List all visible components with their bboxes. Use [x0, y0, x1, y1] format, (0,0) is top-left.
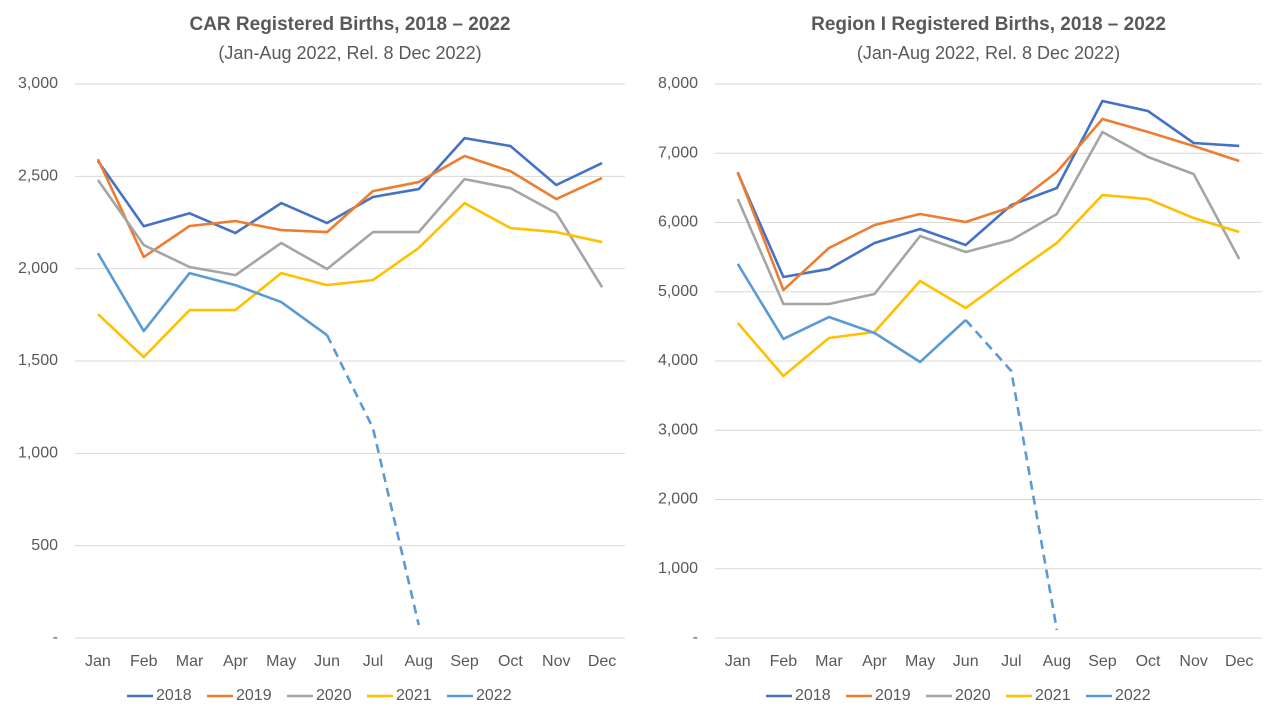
- legend-label: 2018: [156, 687, 192, 704]
- x-tick-label: Oct: [498, 653, 523, 670]
- x-tick-label: Jun: [314, 653, 340, 670]
- x-tick-label: Jul: [1001, 653, 1021, 670]
- legend-label: 2019: [236, 687, 272, 704]
- x-tick-label: Nov: [1179, 653, 1207, 670]
- series-line: [736, 130, 1241, 306]
- y-tick-label: -: [693, 629, 698, 646]
- legend-label: 2022: [476, 687, 512, 704]
- y-tick-label: 2,500: [18, 168, 58, 185]
- y-tick-label: 4,000: [658, 352, 698, 369]
- series-line: [736, 99, 1240, 279]
- series-line: [97, 201, 603, 359]
- y-tick-label: 1,000: [18, 445, 58, 462]
- series-line: [964, 319, 1059, 631]
- y-tick-label: 3,000: [18, 75, 58, 92]
- y-tick-label: 2,000: [18, 260, 58, 277]
- y-tick-label: 1,000: [658, 560, 698, 577]
- x-tick-label: May: [266, 653, 296, 670]
- x-tick-label: Dec: [1225, 653, 1253, 670]
- series-line: [96, 177, 604, 288]
- series-line: [736, 263, 967, 364]
- x-tick-label: Apr: [862, 653, 888, 670]
- legend-label: 2020: [955, 687, 991, 704]
- legend-label: 2021: [396, 687, 432, 704]
- y-tick-label: -: [53, 629, 58, 646]
- x-tick-label: Feb: [770, 653, 798, 670]
- x-tick-label: Oct: [1136, 653, 1161, 670]
- x-tick-label: May: [905, 653, 935, 670]
- x-tick-label: Jun: [953, 653, 979, 670]
- y-tick-label: 8,000: [658, 75, 698, 92]
- chart-subtitle: (Jan-Aug 2022, Rel. 8 Dec 2022): [857, 43, 1120, 63]
- x-tick-label: Nov: [542, 653, 570, 670]
- x-tick-label: Aug: [405, 653, 433, 670]
- legend-label: 2019: [875, 687, 911, 704]
- chart-title: CAR Registered Births, 2018 – 2022: [189, 14, 510, 35]
- y-tick-label: 3,000: [658, 421, 698, 438]
- x-tick-label: Mar: [815, 653, 843, 670]
- legend-label: 2022: [1115, 687, 1151, 704]
- x-tick-label: Dec: [588, 653, 616, 670]
- x-tick-label: Sep: [1088, 653, 1117, 670]
- x-tick-label: Sep: [450, 653, 479, 670]
- series-line: [96, 154, 603, 259]
- x-tick-label: Jan: [85, 653, 111, 670]
- series-line: [736, 117, 1240, 292]
- legend-label: 2020: [316, 687, 352, 704]
- chart-title: Region I Registered Births, 2018 – 2022: [811, 14, 1166, 35]
- series-line: [736, 193, 1240, 378]
- y-tick-label: 7,000: [658, 144, 698, 161]
- x-tick-label: Jul: [363, 653, 383, 670]
- y-tick-label: 500: [31, 537, 58, 554]
- legend-label: 2021: [1035, 687, 1071, 704]
- series-line: [325, 334, 421, 626]
- y-tick-label: 5,000: [658, 283, 698, 300]
- series-line: [96, 252, 328, 337]
- series-line: [96, 136, 603, 235]
- chart-subtitle: (Jan-Aug 2022, Rel. 8 Dec 2022): [218, 43, 481, 63]
- x-tick-label: Apr: [223, 653, 249, 670]
- y-tick-label: 6,000: [658, 214, 698, 231]
- x-tick-label: Mar: [176, 653, 204, 670]
- y-tick-label: 2,000: [658, 491, 698, 508]
- x-tick-label: Aug: [1043, 653, 1071, 670]
- legend-label: 2018: [795, 687, 831, 704]
- x-tick-label: Feb: [130, 653, 158, 670]
- y-tick-label: 1,500: [18, 352, 58, 369]
- x-tick-label: Jan: [725, 653, 751, 670]
